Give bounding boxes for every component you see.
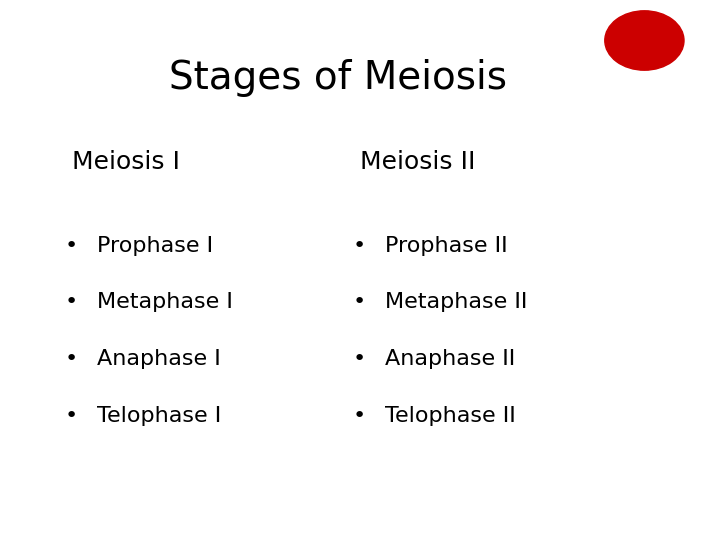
- Text: •: •: [353, 292, 366, 313]
- Text: •: •: [65, 292, 78, 313]
- Text: Metaphase II: Metaphase II: [385, 292, 528, 313]
- Text: •: •: [65, 349, 78, 369]
- Text: Telophase II: Telophase II: [385, 406, 516, 426]
- Text: Telophase I: Telophase I: [97, 406, 222, 426]
- Text: Prophase I: Prophase I: [97, 235, 213, 256]
- Text: •: •: [353, 235, 366, 256]
- Text: Prophase II: Prophase II: [385, 235, 508, 256]
- Text: •: •: [65, 235, 78, 256]
- Text: Meiosis II: Meiosis II: [360, 150, 475, 174]
- Text: •: •: [353, 349, 366, 369]
- Text: Anaphase I: Anaphase I: [97, 349, 221, 369]
- Text: Anaphase II: Anaphase II: [385, 349, 516, 369]
- Text: Stages of Meiosis: Stages of Meiosis: [169, 59, 508, 97]
- Text: Meiosis I: Meiosis I: [72, 150, 180, 174]
- Text: Metaphase I: Metaphase I: [97, 292, 233, 313]
- Text: •: •: [353, 406, 366, 426]
- Text: •: •: [65, 406, 78, 426]
